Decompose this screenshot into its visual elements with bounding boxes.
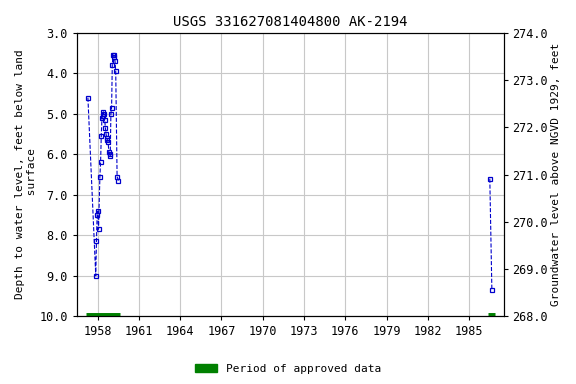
Title: USGS 331627081404800 AK-2194: USGS 331627081404800 AK-2194 xyxy=(173,15,407,29)
Y-axis label: Depth to water level, feet below land
 surface: Depth to water level, feet below land su… xyxy=(15,50,37,300)
Y-axis label: Groundwater level above NGVD 1929, feet: Groundwater level above NGVD 1929, feet xyxy=(551,43,561,306)
Legend: Period of approved data: Period of approved data xyxy=(191,359,385,379)
